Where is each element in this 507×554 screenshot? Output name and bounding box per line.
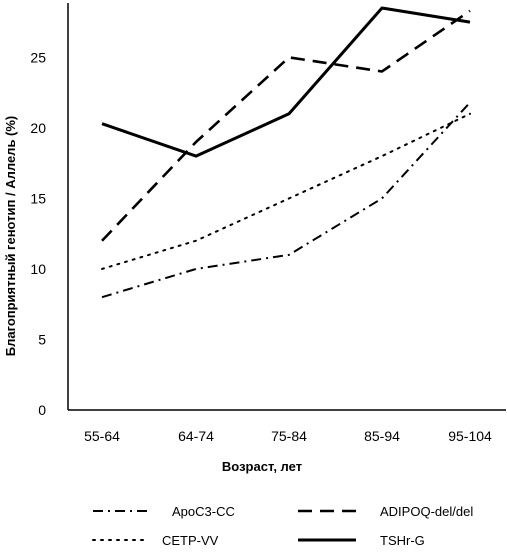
series-lines: [101, 6, 471, 299]
y-tick-label: 5: [38, 331, 46, 347]
legend-label: ADIPOQ-del/del: [380, 504, 473, 519]
series-line-apoc3-cc: [101, 101, 471, 299]
legend-label: ApoC3-CC: [172, 504, 235, 519]
legend: ApoC3-CC CETP-VV ADIPOQ-del/del TSHr-G: [92, 504, 473, 548]
series-line-tshr-g: [101, 6, 471, 158]
y-axis-title: Благоприятный генотип / Аллель (%): [3, 116, 18, 357]
x-tick-label: 85-94: [364, 428, 400, 444]
y-tick-label: 25: [30, 49, 46, 65]
y-tick-label: 15: [30, 190, 46, 206]
axes: [67, 3, 506, 411]
x-tick-label: 95-104: [448, 428, 492, 444]
x-tick-labels: 55-64 64-74 75-84 85-94 95-104: [84, 428, 492, 444]
y-tick-label: 10: [30, 261, 46, 277]
y-tick-label: 20: [30, 120, 46, 136]
x-axis-title: Возраст, лет: [222, 459, 302, 474]
y-tick-labels: 0 5 10 15 20 25: [30, 49, 46, 418]
x-tick-label: 55-64: [84, 428, 120, 444]
series-line-cetp-vv: [101, 112, 471, 270]
x-tick-label: 64-74: [178, 428, 214, 444]
series-line-adipoq-del-del: [101, 9, 471, 242]
legend-label: CETP-VV: [162, 533, 219, 548]
x-tick-label: 75-84: [271, 428, 307, 444]
legend-label: TSHr-G: [380, 533, 425, 548]
y-tick-label: 0: [38, 402, 46, 418]
